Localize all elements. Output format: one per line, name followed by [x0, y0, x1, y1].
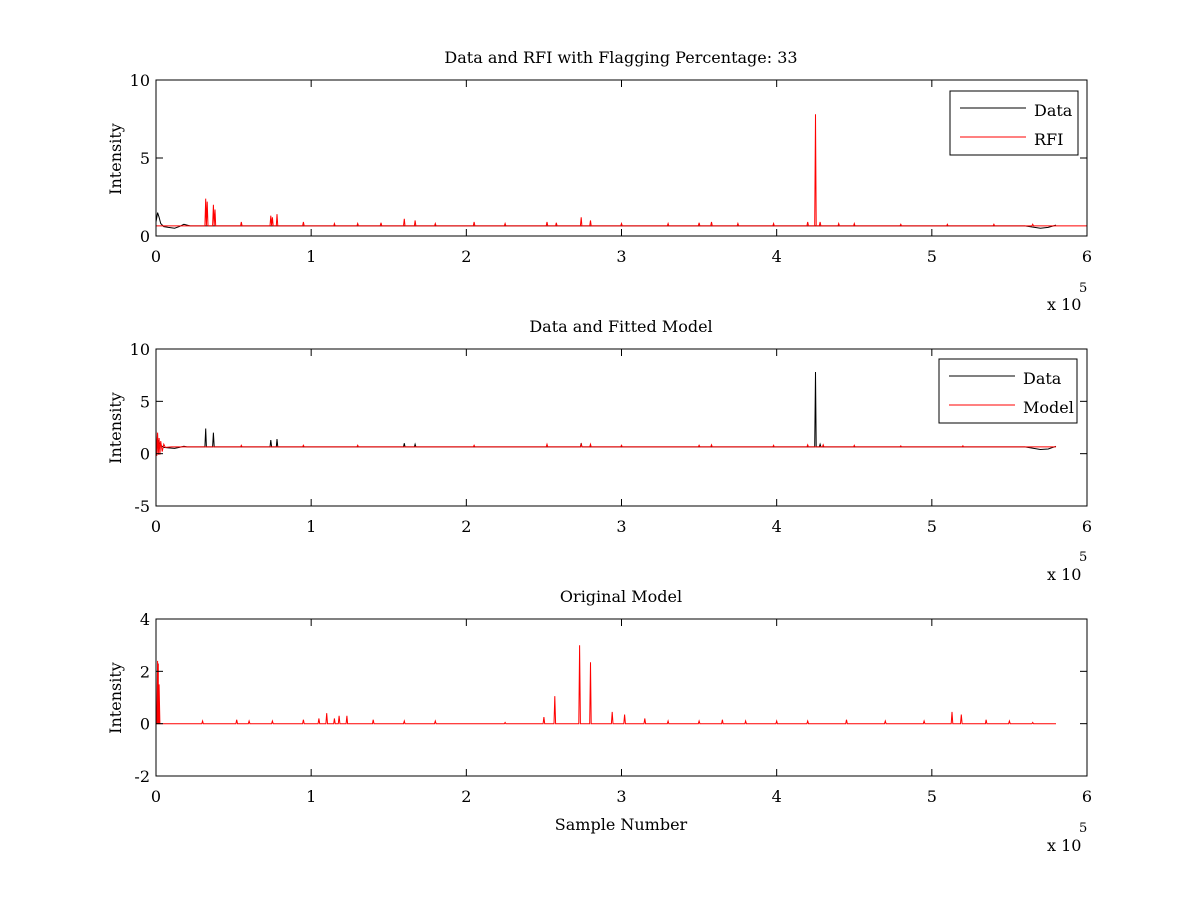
subplot-title: Data and RFI with Flagging Percentage: 3… [444, 48, 797, 67]
x-tick-label: 4 [772, 247, 782, 266]
series-group [156, 645, 1056, 725]
y-tick-label: 10 [130, 71, 150, 90]
x-tick-label: 5 [927, 517, 937, 536]
x-tick-label: 3 [616, 247, 626, 266]
y-tick-label: 0 [140, 715, 150, 734]
x-multiplier-label: x 10 [1047, 836, 1081, 855]
x-tick-label: 4 [772, 787, 782, 806]
x-multiplier-exponent: 5 [1079, 281, 1087, 296]
x-multiplier-label: x 10 [1047, 565, 1081, 584]
x-multiplier-exponent: 5 [1079, 550, 1087, 565]
y-tick-label: 2 [140, 662, 150, 681]
x-tick-label: 6 [1082, 247, 1092, 266]
legend-label: Data [1023, 369, 1062, 388]
legend: Data Model [938, 358, 1078, 424]
subplot-data-model: Data and Fitted Model Intensity x 10 5 0… [106, 317, 1092, 584]
x-tick-label: 0 [151, 517, 161, 536]
y-axis-label: Intensity [106, 123, 125, 195]
subplot-title: Original Model [560, 587, 682, 606]
x-multiplier-exponent: 5 [1079, 821, 1087, 836]
y-tick-label: 5 [140, 392, 150, 411]
x-tick-label: 2 [461, 247, 471, 266]
x-tick-label: 3 [616, 787, 626, 806]
x-multiplier-label: x 10 [1047, 295, 1081, 314]
series-group [156, 114, 1087, 229]
x-tick-label: 6 [1082, 787, 1092, 806]
subplot-data-rfi: Data and RFI with Flagging Percentage: 3… [106, 48, 1092, 314]
x-tick-label: 2 [461, 787, 471, 806]
y-axis-label: Intensity [106, 392, 125, 464]
y-axis-label: Intensity [106, 662, 125, 734]
x-tick-label: 1 [306, 247, 316, 266]
y-tick-label: -2 [134, 767, 150, 786]
y-tick-label: 5 [140, 149, 150, 168]
series-line-model-1 [156, 429, 1056, 456]
series-group [156, 371, 1057, 456]
series-line-model-0 [156, 645, 1056, 725]
subplot-title: Data and Fitted Model [529, 317, 712, 336]
x-tick-label: 5 [927, 787, 937, 806]
y-tick-label: 10 [130, 340, 150, 359]
y-tick-label: 0 [140, 445, 150, 464]
legend-label: Data [1034, 101, 1073, 120]
x-tick-label: 1 [306, 787, 316, 806]
legend-label: Model [1023, 398, 1074, 417]
x-tick-label: 2 [461, 517, 471, 536]
legend-box [938, 358, 1078, 424]
x-tick-label: 6 [1082, 517, 1092, 536]
x-axis-label: Sample Number [555, 815, 688, 834]
series-line-rfi-1 [156, 114, 1087, 227]
y-tick-label: 0 [140, 227, 150, 246]
x-tick-label: 4 [772, 517, 782, 536]
x-tick-label: 1 [306, 517, 316, 536]
subplot-original-model: Original Model Intensity Sample Number x… [106, 587, 1092, 855]
legend-box [949, 90, 1079, 156]
y-tick-label: -5 [134, 497, 150, 516]
x-tick-label: 3 [616, 517, 626, 536]
y-tick-label: 4 [140, 610, 150, 629]
x-tick-label: 5 [927, 247, 937, 266]
legend-label: RFI [1034, 130, 1063, 149]
legend: Data RFI [949, 90, 1079, 156]
x-tick-label: 0 [151, 787, 161, 806]
x-tick-label: 0 [151, 247, 161, 266]
